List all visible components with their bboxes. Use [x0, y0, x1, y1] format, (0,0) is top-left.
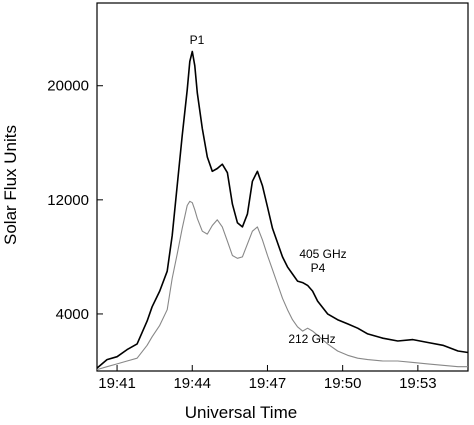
plot-frame [96, 2, 469, 372]
x-tick-label: 19:53 [399, 375, 437, 392]
y-ticks: 4000 12000 20000 [47, 78, 103, 323]
y-tick-label: 20000 [47, 78, 89, 95]
series-layer [96, 50, 469, 371]
series-line-212-ghz [96, 200, 468, 371]
annotation-p1: P1 [190, 33, 205, 47]
x-tick-label: 19:41 [98, 375, 136, 392]
series-line-405-ghz [96, 50, 469, 369]
x-tick-label: 19:44 [173, 375, 211, 392]
x-axis-label: Universal Time [185, 403, 297, 422]
y-tick-label: 4000 [56, 306, 89, 323]
plot-area [96, 2, 469, 372]
annotation-405ghz: 405 GHz [299, 247, 346, 261]
x-tick-label: 19:50 [324, 375, 362, 392]
annotation-212ghz: 212 GHz [288, 332, 335, 346]
annotation-p4: P4 [311, 261, 326, 275]
y-axis-label: Solar Flux Units [1, 125, 20, 245]
x-ticks: 19:41 19:44 19:47 19:50 19:53 [98, 365, 437, 392]
x-tick-label: 19:47 [249, 375, 287, 392]
y-tick-label: 12000 [47, 192, 89, 209]
